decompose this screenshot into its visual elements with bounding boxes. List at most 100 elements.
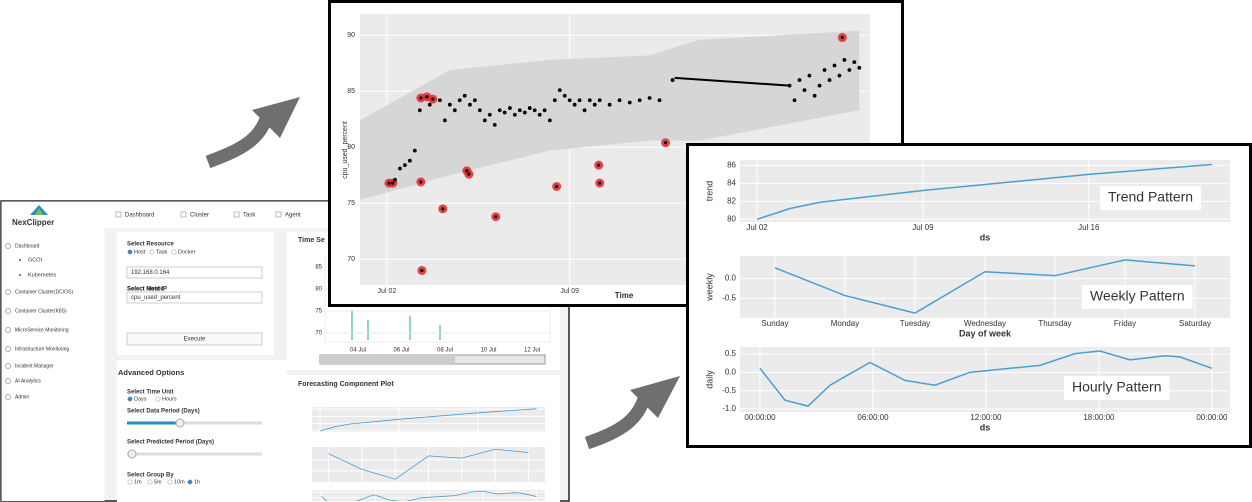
y-tick-label: 85 bbox=[347, 88, 355, 95]
y-tick-label: 0.5 bbox=[725, 349, 737, 358]
point bbox=[419, 180, 423, 184]
radio[interactable] bbox=[149, 249, 155, 255]
y-tick-label: 80 bbox=[347, 144, 355, 151]
sidebar-item[interactable]: Admin bbox=[15, 394, 29, 400]
slider-handle[interactable] bbox=[175, 418, 185, 428]
point bbox=[494, 215, 498, 219]
point bbox=[572, 102, 577, 107]
radio[interactable] bbox=[171, 249, 177, 255]
select-value: 192.168.0.164 bbox=[131, 270, 170, 276]
point bbox=[452, 108, 457, 113]
nav-icon bbox=[115, 211, 122, 218]
radio-label: 5m bbox=[154, 479, 162, 485]
radio[interactable] bbox=[127, 479, 133, 485]
nav-icon bbox=[233, 211, 240, 218]
sidebar-item[interactable]: Kubernetes bbox=[28, 272, 56, 278]
radio-label: Days bbox=[134, 396, 147, 402]
radio[interactable] bbox=[127, 249, 133, 255]
y-tick-label: 70 bbox=[315, 331, 322, 337]
advanced-panel bbox=[117, 360, 287, 502]
point bbox=[457, 98, 462, 103]
point bbox=[468, 102, 472, 107]
y-axis-title: daily bbox=[704, 370, 714, 389]
point bbox=[502, 110, 507, 115]
point bbox=[417, 108, 422, 113]
point bbox=[393, 177, 397, 182]
point bbox=[582, 108, 587, 113]
x-tick-label: Tuesday bbox=[900, 319, 930, 328]
nav-icon bbox=[275, 211, 282, 218]
x-axis-title: ds bbox=[980, 422, 991, 432]
sidebar-item[interactable]: Incident Manager bbox=[15, 363, 54, 369]
point bbox=[663, 141, 668, 145]
point bbox=[482, 118, 487, 123]
point bbox=[637, 98, 642, 103]
component-line bbox=[320, 408, 537, 432]
x-tick-label: Thursday bbox=[1038, 319, 1071, 328]
point bbox=[577, 98, 582, 103]
nav-icon bbox=[180, 211, 187, 218]
radio-label: Host bbox=[134, 249, 146, 255]
radio[interactable] bbox=[127, 396, 133, 402]
y-tick-label: 0.0 bbox=[725, 274, 737, 283]
select[interactable] bbox=[126, 266, 263, 279]
x-tick-label: Saturday bbox=[1179, 319, 1211, 328]
point bbox=[822, 68, 827, 72]
point bbox=[587, 98, 592, 103]
point bbox=[419, 96, 423, 100]
y-tick-label: 84 bbox=[727, 178, 736, 187]
point bbox=[512, 112, 517, 117]
nav-item[interactable]: Agent bbox=[285, 213, 301, 219]
sidebar-item[interactable]: Container Cluster(DC/OS) bbox=[15, 289, 73, 295]
y-tick-label: 90 bbox=[347, 32, 355, 39]
y-tick-label: 85 bbox=[315, 265, 322, 271]
x-tick-label: 18:00:00 bbox=[1083, 413, 1115, 422]
label: Select Resource bbox=[127, 242, 174, 248]
point bbox=[847, 68, 852, 72]
x-tick-label: 08 Jul bbox=[437, 348, 453, 354]
component-line bbox=[756, 163, 1213, 221]
select[interactable] bbox=[126, 291, 263, 304]
radio[interactable] bbox=[147, 479, 153, 485]
sidebar-item[interactable]: Infrastructure Monitoring bbox=[15, 346, 69, 352]
sidebar-item[interactable]: MicroService Monitoring bbox=[15, 327, 69, 333]
sidebar-item[interactable]: Container Cluster(K8S) bbox=[15, 308, 67, 314]
nav-item[interactable]: Task bbox=[243, 213, 256, 219]
nav-item[interactable]: Dashboard bbox=[125, 213, 154, 219]
label: Select Host IP bbox=[127, 287, 167, 293]
point bbox=[627, 100, 632, 105]
execute-button[interactable] bbox=[126, 332, 263, 346]
point bbox=[473, 98, 477, 103]
mini-forecast bbox=[312, 407, 545, 501]
radio[interactable] bbox=[167, 479, 173, 485]
slider-handle[interactable] bbox=[127, 449, 137, 459]
arrow bbox=[584, 390, 653, 450]
radio[interactable] bbox=[187, 479, 193, 485]
point bbox=[537, 112, 542, 117]
point bbox=[465, 169, 469, 173]
sidebar-item[interactable]: AI Analytics bbox=[15, 378, 41, 384]
x-tick-label: Wednesday bbox=[964, 319, 1006, 328]
component-line bbox=[321, 490, 537, 501]
x-axis-title: ds bbox=[980, 232, 991, 242]
nav-item[interactable]: Cluster bbox=[190, 213, 209, 219]
sidebar-item[interactable]: GCOI bbox=[28, 257, 43, 263]
point bbox=[797, 78, 802, 82]
sidebar-item[interactable]: Dashboard bbox=[15, 243, 40, 249]
sidebar-icon bbox=[5, 394, 11, 400]
y-tick-label: 86 bbox=[727, 161, 736, 170]
panel-title: Time Se bbox=[298, 237, 325, 244]
y-tick-label: -1.0 bbox=[722, 404, 736, 413]
range-window[interactable] bbox=[320, 355, 455, 364]
radio-label: 10m bbox=[174, 479, 185, 485]
logo: NexClipper bbox=[12, 218, 54, 227]
x-tick-label: Monday bbox=[831, 319, 859, 328]
x-tick-label: 12 Jul bbox=[524, 348, 540, 354]
arrow-head bbox=[252, 97, 300, 138]
radio-label: 1h bbox=[194, 479, 200, 485]
x-tick-label: 06:00:00 bbox=[857, 413, 889, 422]
y-axis-title: trend bbox=[704, 181, 714, 202]
point bbox=[802, 88, 807, 93]
radio[interactable] bbox=[155, 396, 161, 402]
point bbox=[607, 102, 612, 107]
